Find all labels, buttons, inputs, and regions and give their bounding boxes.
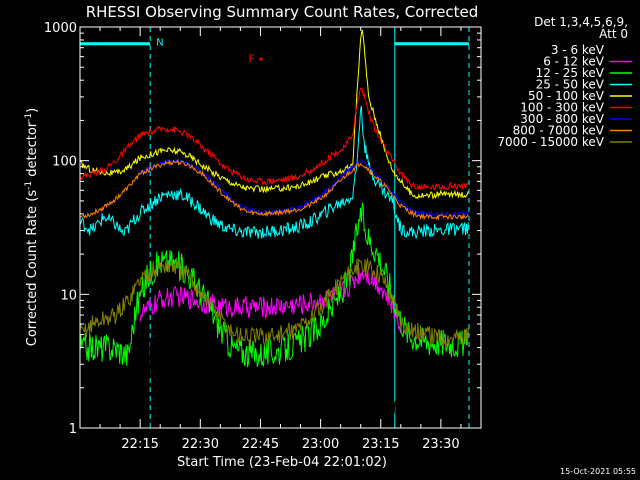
x-tick-label: 23:15 [362, 437, 399, 452]
y-axis-label-sup2: -1 [24, 113, 34, 122]
legend-entry-label: 800 - 7000 keV [513, 124, 605, 138]
y-axis: 1 10 100 1000 [44, 21, 481, 437]
x-tick-label: 22:30 [182, 437, 219, 452]
y-axis-label-sup1: -1 [24, 181, 34, 190]
legend-entry-label: 300 - 800 keV [520, 112, 604, 126]
series-line-1 [139, 267, 401, 333]
series-line-4 [80, 29, 469, 200]
flare-marker [259, 57, 263, 61]
series-line-3 [80, 105, 469, 240]
legend-entry-label: 25 - 50 keV [536, 78, 605, 92]
y-tick-label: 1000 [44, 21, 77, 36]
legend-header-line2: Att 0 [599, 27, 628, 41]
legend-entry-label: 100 - 300 keV [520, 101, 604, 115]
legend-entry-label: 3 - 6 keV [551, 43, 605, 57]
footer-timestamp: 15-Oct-2021 05:55 [560, 467, 636, 476]
flare-label: F [248, 53, 254, 66]
x-axis-label: Start Time (23-Feb-04 22:01:02) [177, 455, 387, 470]
series-line-7 [80, 158, 469, 221]
x-tick-label: 23:00 [302, 437, 339, 452]
y-tick-label: 1 [69, 422, 77, 437]
legend-entry-label: 6 - 12 keV [543, 55, 605, 69]
y-tick-label: 10 [60, 288, 77, 303]
legend-entry-label: 12 - 25 keV [536, 66, 605, 80]
x-axis: 22:15 22:30 22:45 23:00 23:15 23:30 [99, 27, 462, 452]
x-tick-label: 22:45 [242, 437, 279, 452]
series-line-5 [80, 87, 469, 191]
legend-entry-label: 7000 - 15000 keV [497, 135, 604, 149]
y-axis-label-part3: ) [25, 108, 40, 113]
x-tick-label: 22:15 [121, 437, 158, 452]
plot-area [80, 27, 470, 428]
x-tick-label: 23:30 [422, 437, 459, 452]
series-line-2 [80, 202, 469, 368]
chart-title: RHESSI Observing Summary Count Rates, Co… [86, 3, 479, 21]
legend-entry-label: 50 - 100 keV [528, 89, 605, 103]
series-layer [80, 29, 469, 428]
y-axis-label: Corrected Count Rate (s-1 detector-1) [24, 108, 40, 346]
y-axis-label-part2: detector [25, 121, 40, 181]
series-line-8 [80, 258, 469, 348]
y-axis-label-part1: Corrected Count Rate (s [25, 190, 40, 347]
night-label: N [156, 38, 163, 49]
legend-header-line1: Det 1,3,4,5,6,9, [534, 15, 628, 29]
y-tick-label: 100 [52, 155, 77, 170]
